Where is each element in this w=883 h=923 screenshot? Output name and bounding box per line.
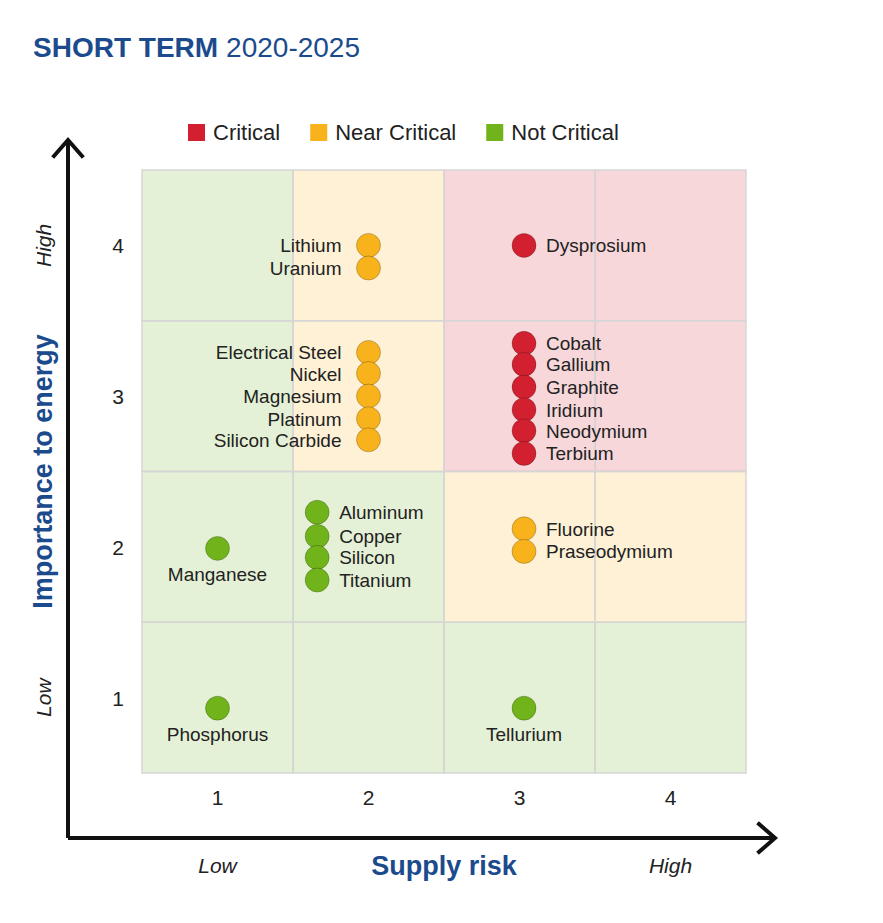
y-low-label: Low: [32, 677, 55, 717]
point-label: Platinum: [268, 409, 342, 430]
point-label: Uranium: [270, 258, 342, 279]
axes: [54, 140, 775, 852]
point: [512, 352, 536, 376]
point-label: Praseodymium: [546, 541, 673, 562]
legend-swatch: [188, 124, 205, 141]
title: SHORT TERM: [33, 32, 218, 63]
point-label: Fluorine: [546, 519, 615, 540]
point-label: Lithium: [280, 235, 341, 256]
cell: [142, 472, 293, 623]
x-low-label: Low: [198, 854, 238, 877]
point: [357, 256, 381, 280]
legend-label: Not Critical: [511, 120, 619, 145]
point-label: Graphite: [546, 377, 619, 398]
point: [512, 419, 536, 443]
x-high-label: High: [649, 854, 692, 877]
x-tick-label: 4: [665, 786, 677, 809]
point: [206, 696, 230, 720]
point: [305, 545, 329, 569]
point-label: Aluminum: [339, 502, 423, 523]
point: [512, 539, 536, 563]
point-label: Phosphorus: [167, 724, 268, 745]
point: [512, 398, 536, 422]
y-tick-label: 3: [112, 385, 124, 408]
point-label: Iridium: [546, 400, 603, 421]
cell: [293, 472, 444, 623]
point: [357, 362, 381, 386]
legend: Critical Near Critical Not Critical: [188, 120, 619, 145]
point-label: Cobalt: [546, 333, 602, 354]
x-axis-line: [68, 836, 775, 840]
point: [206, 536, 230, 560]
point: [512, 696, 536, 720]
y-axis-title: Importance to energy: [28, 334, 58, 609]
cell: [595, 622, 746, 773]
y-tick-label: 1: [112, 687, 124, 710]
point: [357, 340, 381, 364]
point-labels: Dysprosium CobaltGalliumGraphiteIridiumNe…: [167, 235, 673, 745]
point: [357, 233, 381, 257]
cell: [142, 170, 293, 321]
point-label: Titanium: [339, 570, 411, 591]
point-label: Magnesium: [243, 386, 341, 407]
x-tick-label: 3: [514, 786, 526, 809]
point: [512, 375, 536, 399]
point: [305, 500, 329, 524]
point: [305, 524, 329, 548]
point: [512, 233, 536, 257]
point-label: Silicon: [339, 547, 395, 568]
subtitle: 2020-2025: [226, 32, 360, 63]
legend-swatch: [486, 124, 503, 141]
point: [305, 568, 329, 592]
point-label: Terbium: [546, 443, 614, 464]
point-label: Gallium: [546, 354, 610, 375]
y-axis-line: [66, 140, 70, 838]
x-axis-arrow: [759, 824, 775, 852]
point: [357, 407, 381, 431]
cell: [142, 622, 293, 773]
y-tick-label: 2: [112, 536, 124, 559]
point: [512, 331, 536, 355]
cells: [142, 170, 746, 773]
point: [512, 441, 536, 465]
y-high-label: High: [32, 224, 55, 267]
point-label: Copper: [339, 526, 402, 547]
point: [357, 384, 381, 408]
x-tick-label: 2: [363, 786, 375, 809]
points: [206, 233, 537, 720]
x-axis-title: Supply risk: [371, 851, 518, 881]
point-label: Dysprosium: [546, 235, 646, 256]
y-tick-label: 4: [112, 234, 124, 257]
point-label: Tellurium: [486, 724, 562, 745]
point-label: Neodymium: [546, 421, 647, 442]
x-tick-label: 1: [212, 786, 224, 809]
point-label: Nickel: [290, 364, 342, 385]
legend-label: Critical: [213, 120, 280, 145]
cell: [444, 622, 595, 773]
chart: SHORT TERM 2020-2025 1 2 3 4 1 2 3 4 Supply risk Im…: [0, 0, 883, 923]
legend-swatch: [310, 124, 327, 141]
point-label: Electrical Steel: [216, 342, 342, 363]
legend-label: Near Critical: [335, 120, 456, 145]
point: [512, 517, 536, 541]
point: [357, 428, 381, 452]
y-axis-arrow: [54, 140, 82, 156]
cell: [293, 622, 444, 773]
point-label: Manganese: [168, 564, 267, 585]
point-label: Silicon Carbide: [214, 430, 342, 451]
